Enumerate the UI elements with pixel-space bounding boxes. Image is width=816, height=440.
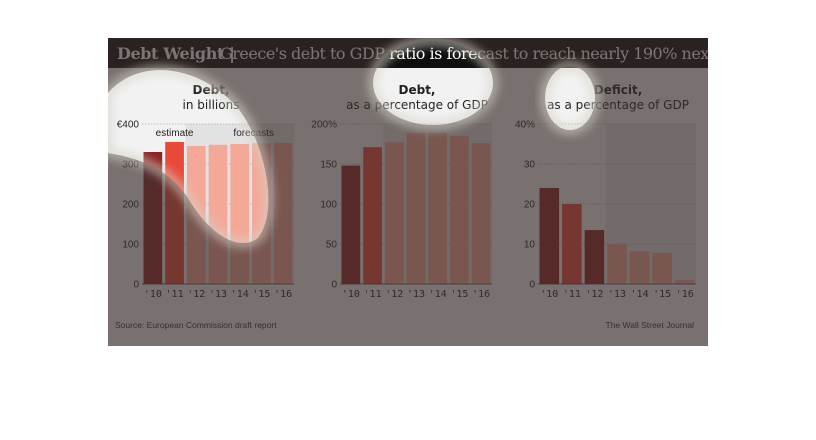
bar-16 <box>273 142 293 284</box>
bar-11 <box>363 147 382 284</box>
bar-15 <box>652 252 672 284</box>
chart-card: Debt Weight | Greece's debt to GDP ratio… <box>108 38 708 346</box>
chart-panel-1: 0 100 200 300 €400 '10 '11'12 '13 '14'15 '16 Debt,… <box>117 83 294 300</box>
panel-title: Debt, <box>399 83 436 97</box>
bar-11 <box>165 142 184 284</box>
x-tick-label: '11 <box>364 289 382 300</box>
y-tick-label: 100 <box>320 200 337 211</box>
x-tick-label: '12 <box>187 289 205 300</box>
y-tick-label: 0 <box>529 280 535 291</box>
x-tick-label: '11 <box>166 289 184 300</box>
x-tick-label: '14 <box>429 289 447 300</box>
x-tick-label: '12 <box>585 289 603 300</box>
x-tick-label: '16 <box>274 289 292 300</box>
bar-12 <box>384 142 404 284</box>
y-tick-label: 0 <box>133 280 139 291</box>
y-tick-label: 300 <box>122 160 139 171</box>
source-note: Source: European Commission draft report <box>115 320 277 330</box>
publisher-credit: The Wall Street Journal <box>605 320 695 330</box>
x-tick-label: '14 <box>631 289 649 300</box>
y-tick-label: 0 <box>331 280 337 291</box>
bar-12 <box>186 146 206 284</box>
bar-14 <box>428 132 448 284</box>
x-tick-label: '13 <box>608 289 626 300</box>
y-tick-label: 30 <box>524 160 536 171</box>
x-tick-label: '14 <box>231 289 249 300</box>
x-tick-label: '11 <box>563 289 581 300</box>
chart-panels: 0100200300€400'10'11'12'13'14'15'16Debt,… <box>117 83 696 300</box>
y-tick-label: 100 <box>122 240 139 251</box>
panel-subtitle: as a percentage of GDP <box>547 98 689 112</box>
y-tick-label: 50 <box>326 240 338 251</box>
forecasts-annotation: forecasts <box>233 128 274 139</box>
bar-15 <box>252 143 271 284</box>
y-tick-label: 150 <box>320 160 337 171</box>
bar-12 <box>584 230 605 284</box>
x-tick-label: '10 <box>540 289 558 300</box>
chart-panel-3: 0 10 20 30 40% '10 '11 '12 '13 '14 '15 '16 Deficit,a… <box>515 83 696 300</box>
x-tick-label: '15 <box>450 289 468 300</box>
panel-subtitle: as a percentage of GDP <box>346 98 488 112</box>
y-tick-label: 40% <box>515 120 535 131</box>
bar-11 <box>562 204 582 284</box>
x-tick-label: '16 <box>472 289 490 300</box>
bar-13 <box>607 244 627 284</box>
panel-subtitle: in billions <box>183 98 240 112</box>
x-tick-label: '12 <box>385 289 403 300</box>
y-tick-label: 200% <box>311 120 337 131</box>
bar-10 <box>341 165 361 284</box>
chart-panel-2: 0 50 100 150 200% '10 '11'12 '13 '14'15 '16 Debt,a… <box>311 83 492 300</box>
x-tick-label: '16 <box>676 289 694 300</box>
bar-10 <box>539 188 560 284</box>
y-tick-label: 20 <box>524 200 536 211</box>
x-tick-label: '15 <box>252 289 270 300</box>
bar-13 <box>406 132 426 284</box>
y-tick-label: 200 <box>122 200 139 211</box>
x-tick-label: '10 <box>342 289 360 300</box>
x-tick-label: '15 <box>653 289 671 300</box>
bar-10 <box>143 152 163 284</box>
bar-15 <box>450 136 469 284</box>
x-tick-label: '13 <box>209 289 227 300</box>
panel-title: Debt, <box>193 83 230 97</box>
panel-title: Deficit, <box>594 83 643 97</box>
x-tick-label: '13 <box>407 289 425 300</box>
y-tick-label: €400 <box>117 120 140 131</box>
x-tick-label: '10 <box>144 289 162 300</box>
bar-13 <box>208 144 228 284</box>
bar-16 <box>471 143 491 284</box>
bar-16 <box>674 280 695 284</box>
bar-14 <box>629 251 650 284</box>
y-tick-label: 10 <box>524 240 536 251</box>
estimate-annotation: estimate <box>156 128 194 139</box>
bar-14 <box>230 144 250 284</box>
